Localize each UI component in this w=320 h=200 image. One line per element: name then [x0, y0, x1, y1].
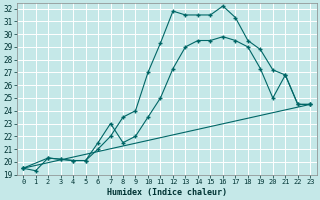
X-axis label: Humidex (Indice chaleur): Humidex (Indice chaleur) [107, 188, 227, 197]
